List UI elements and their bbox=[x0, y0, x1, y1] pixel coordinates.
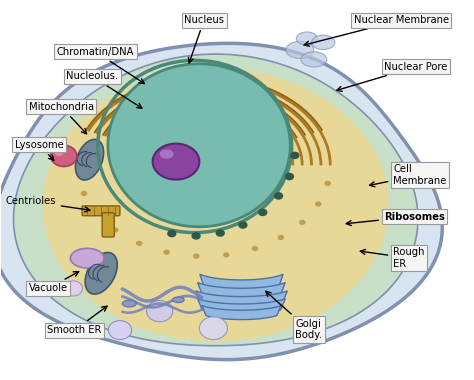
Circle shape bbox=[285, 173, 294, 180]
Circle shape bbox=[290, 152, 300, 159]
Text: Centrioles: Centrioles bbox=[5, 196, 90, 212]
Circle shape bbox=[146, 301, 173, 322]
Circle shape bbox=[252, 246, 258, 251]
Ellipse shape bbox=[296, 32, 318, 45]
Circle shape bbox=[108, 321, 132, 340]
Circle shape bbox=[112, 227, 118, 233]
Circle shape bbox=[164, 250, 170, 255]
Ellipse shape bbox=[311, 35, 335, 49]
Ellipse shape bbox=[75, 139, 104, 180]
Text: Rough
ER: Rough ER bbox=[360, 247, 425, 269]
Text: Cell
Membrane: Cell Membrane bbox=[370, 164, 447, 187]
Text: Nucleus: Nucleus bbox=[184, 15, 224, 63]
Text: Chromatin/DNA: Chromatin/DNA bbox=[57, 47, 144, 84]
Polygon shape bbox=[202, 306, 281, 320]
Text: Vacuole: Vacuole bbox=[29, 272, 79, 293]
Polygon shape bbox=[0, 43, 442, 359]
Ellipse shape bbox=[160, 149, 173, 159]
Text: Mitochondria: Mitochondria bbox=[29, 102, 94, 134]
Polygon shape bbox=[108, 64, 290, 227]
Circle shape bbox=[258, 209, 267, 216]
Circle shape bbox=[167, 230, 176, 238]
Circle shape bbox=[216, 229, 225, 237]
Ellipse shape bbox=[122, 300, 136, 307]
Text: Nuclear Pore: Nuclear Pore bbox=[337, 62, 447, 91]
Polygon shape bbox=[43, 69, 389, 342]
Ellipse shape bbox=[173, 297, 184, 302]
Text: Lysosome: Lysosome bbox=[15, 139, 64, 160]
Text: Golgi
Body.: Golgi Body. bbox=[266, 291, 322, 340]
Circle shape bbox=[299, 220, 306, 225]
Circle shape bbox=[223, 252, 229, 258]
Ellipse shape bbox=[70, 248, 104, 268]
Circle shape bbox=[193, 253, 200, 259]
Circle shape bbox=[136, 241, 142, 246]
Ellipse shape bbox=[301, 52, 327, 67]
Circle shape bbox=[325, 181, 331, 186]
FancyBboxPatch shape bbox=[82, 206, 120, 216]
Polygon shape bbox=[198, 283, 285, 300]
Circle shape bbox=[93, 211, 100, 216]
Circle shape bbox=[191, 232, 201, 240]
Circle shape bbox=[278, 235, 284, 240]
Circle shape bbox=[81, 191, 87, 196]
Circle shape bbox=[55, 148, 64, 156]
Polygon shape bbox=[196, 291, 287, 308]
Ellipse shape bbox=[153, 144, 200, 180]
Ellipse shape bbox=[286, 41, 314, 59]
Circle shape bbox=[200, 317, 228, 340]
Polygon shape bbox=[14, 54, 418, 346]
FancyBboxPatch shape bbox=[102, 213, 114, 237]
Circle shape bbox=[238, 221, 247, 229]
Text: Smooth ER: Smooth ER bbox=[47, 306, 107, 335]
Text: Nuclear Membrane: Nuclear Membrane bbox=[304, 15, 449, 46]
Circle shape bbox=[274, 192, 283, 200]
Circle shape bbox=[64, 281, 82, 296]
Polygon shape bbox=[198, 299, 285, 314]
Text: Ribosomes: Ribosomes bbox=[346, 212, 445, 226]
Text: Nucleolus.: Nucleolus. bbox=[66, 71, 142, 108]
Polygon shape bbox=[200, 274, 283, 291]
Ellipse shape bbox=[85, 252, 117, 294]
Circle shape bbox=[315, 201, 321, 207]
Circle shape bbox=[51, 145, 77, 166]
